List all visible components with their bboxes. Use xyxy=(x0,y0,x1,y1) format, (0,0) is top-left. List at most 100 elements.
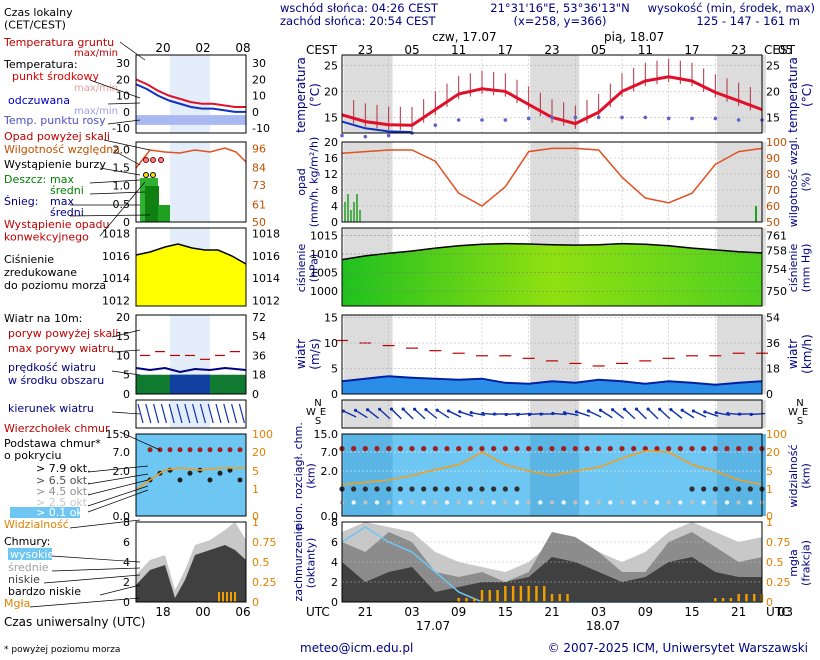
label-line: 0.25 xyxy=(252,576,277,589)
legend-connector xyxy=(107,102,141,105)
label-line: 23 xyxy=(544,43,559,57)
label-line: > 0.1 okt. xyxy=(36,506,91,519)
label-line: Chmury: xyxy=(4,535,50,548)
fog-bar xyxy=(558,594,561,602)
tick: 0 xyxy=(252,106,259,119)
legend-connector xyxy=(29,597,141,608)
cloud-base-dot xyxy=(421,486,427,492)
label-line: max xyxy=(50,195,74,208)
cloud-base-dot-light xyxy=(514,500,520,505)
label-line: konwekcyjnego xyxy=(4,231,89,244)
cest-right: CEST xyxy=(764,43,796,57)
label-line: 08 xyxy=(235,41,250,55)
tick: 50 xyxy=(766,216,780,229)
legend-maxmin: max/min xyxy=(74,48,118,59)
cloud-top-dot xyxy=(666,446,672,452)
label-line: 100 xyxy=(766,136,787,149)
label-line: (°C) xyxy=(800,83,814,107)
label-line: 0 xyxy=(252,106,259,119)
label-line: 23 xyxy=(358,43,373,57)
cloud-top-dot xyxy=(502,446,508,452)
fog-bar xyxy=(543,586,546,602)
label-line: * powyżej poziomu morza xyxy=(4,645,120,655)
legend-snow: Śnieg: xyxy=(4,195,38,208)
humidity-line xyxy=(341,147,763,207)
legend-connector xyxy=(69,214,151,217)
legend-rain-mean xyxy=(145,186,159,222)
axis-label: temperatura(°C) xyxy=(294,57,322,133)
cloud-base-dot-light xyxy=(363,500,368,505)
tick: 0 xyxy=(252,388,259,401)
label-line: 0 xyxy=(123,216,130,229)
legend-mid: średnie xyxy=(8,561,49,574)
legend-night-band xyxy=(170,400,210,428)
dewpoint-point xyxy=(503,118,508,122)
axis-label: wiatr(km/h) xyxy=(786,334,814,374)
label-line: UTC xyxy=(306,605,330,619)
wind-arrow-head xyxy=(481,411,485,416)
dewpoint-point xyxy=(480,118,484,122)
label-line: 0 xyxy=(252,596,259,609)
legend-okt5-bg xyxy=(10,507,80,518)
tick: 20 xyxy=(766,446,780,459)
label-line: 20 xyxy=(252,73,266,86)
cloud-top-dot xyxy=(736,446,742,452)
tick: 2 xyxy=(123,576,130,589)
legend-rain-mean-t: średni xyxy=(50,184,84,197)
legend-okt1: > 7.9 okt. xyxy=(36,462,91,475)
label-line: Mgła xyxy=(4,597,30,610)
tick: 0.75 xyxy=(252,536,277,549)
dewpoint-point xyxy=(386,133,391,138)
legend-connector xyxy=(89,179,141,184)
label-line: max/min xyxy=(74,48,118,59)
fog-bar xyxy=(465,598,468,602)
cest-left: CEST xyxy=(306,43,338,57)
tick: 0 xyxy=(252,510,259,523)
dewpoint-point xyxy=(643,115,648,120)
label-line: o pokryciu xyxy=(4,449,61,462)
cloud-base-dot xyxy=(689,486,695,492)
visibility-line xyxy=(341,450,763,486)
legend-connector xyxy=(99,167,141,176)
wind-arrow-head xyxy=(551,411,555,416)
label-line: 0.5 xyxy=(252,556,270,569)
fog-bar xyxy=(566,594,569,602)
cloud-base-dot xyxy=(514,486,520,492)
cloud-base-dot-light xyxy=(456,500,461,505)
tick: 0 xyxy=(331,216,338,229)
label-line: 1010 xyxy=(310,248,338,261)
label-line: ciśnienie xyxy=(295,244,308,293)
wind-arrow xyxy=(751,412,766,416)
cloud-base-dot-light xyxy=(433,500,438,505)
email: meteo@icm.edu.pl xyxy=(300,641,413,655)
cloud-base-dot xyxy=(491,486,497,492)
legend-maxmin2: max/min xyxy=(74,83,118,94)
label-line: pią, 18.07 xyxy=(604,30,664,44)
label-line: 20 xyxy=(116,311,130,324)
label-line: 02 xyxy=(195,41,210,55)
label-line: 80 xyxy=(766,168,780,181)
label-line: Śnieg: xyxy=(4,195,38,208)
legend-hour-bottom: 18 xyxy=(155,605,170,619)
label-line: 5 xyxy=(331,363,338,376)
legend-connector xyxy=(111,370,141,376)
cloud-top-dot xyxy=(561,446,567,452)
tick: 15 xyxy=(324,111,338,124)
label-line: 0 xyxy=(331,596,338,609)
label-line: 0 xyxy=(766,596,773,609)
label-line: 1000 xyxy=(310,285,338,298)
legend-okt3: > 4.5 okt. xyxy=(36,485,91,498)
wind-arrow-head xyxy=(504,412,508,417)
cloud-base-dot-light xyxy=(398,500,403,505)
panel-border xyxy=(341,314,763,395)
label-line: UTC xyxy=(766,605,790,619)
label-line: 17.07 xyxy=(416,619,450,633)
wind-arrow-head xyxy=(646,407,650,411)
cloud-base-dot xyxy=(502,486,508,492)
legend-gust-above: poryw powyżej skali xyxy=(8,327,118,340)
label-line: 10 xyxy=(116,349,130,362)
night-band xyxy=(343,55,393,133)
cloud-base-dot-light xyxy=(643,500,648,505)
label-line: 0.5 xyxy=(766,556,784,569)
label-line: 10 xyxy=(252,90,266,103)
